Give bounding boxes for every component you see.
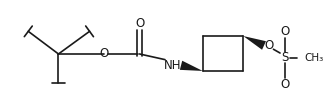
Text: O: O xyxy=(135,17,144,30)
Text: S: S xyxy=(281,51,288,64)
Polygon shape xyxy=(243,36,266,50)
Text: O: O xyxy=(280,78,289,91)
Text: O: O xyxy=(264,39,273,52)
Text: O: O xyxy=(99,48,108,60)
Text: O: O xyxy=(280,25,289,38)
Text: NH: NH xyxy=(164,59,181,72)
Text: CH₃: CH₃ xyxy=(305,53,323,63)
Polygon shape xyxy=(180,61,203,71)
